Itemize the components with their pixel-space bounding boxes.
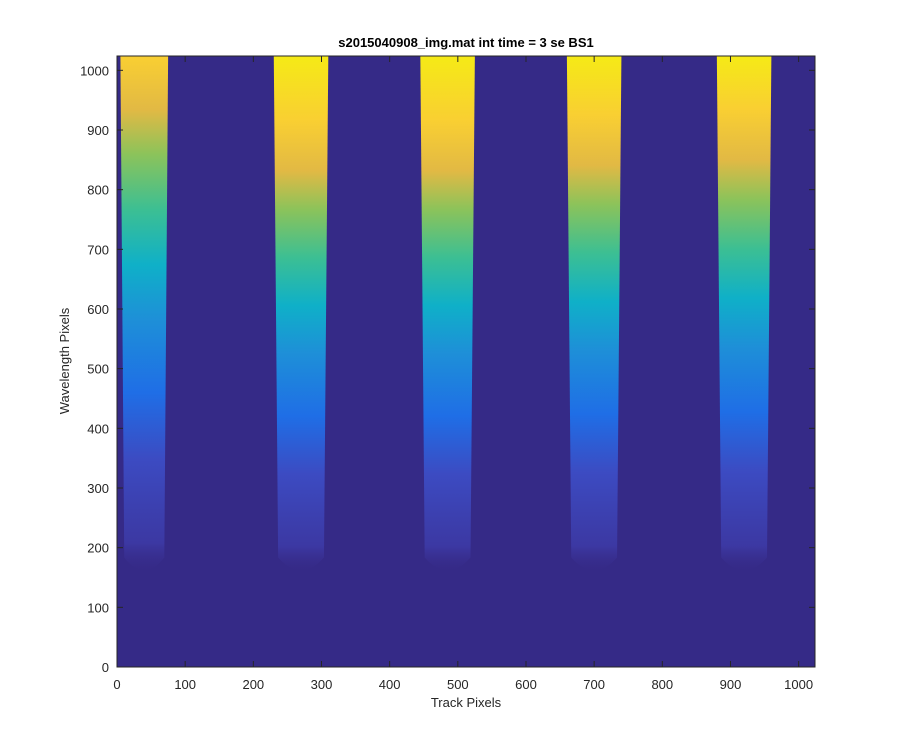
x-tick-label: 800 [651,677,673,692]
track-stripe [716,56,772,571]
x-tick-label: 400 [379,677,401,692]
y-tick-label: 900 [87,123,109,138]
x-tick-label: 1000 [784,677,813,692]
x-tick-label: 700 [583,677,605,692]
y-axis-label: Wavelength Pixels [57,307,72,414]
x-tick-label: 200 [242,677,264,692]
track-stripe [273,56,329,571]
y-tick-label: 1000 [80,63,109,78]
plot-frame [116,55,816,668]
plot-area [117,56,815,667]
y-tick-label: 800 [87,183,109,198]
x-tick-label: 100 [174,677,196,692]
track-stripe [120,56,169,571]
y-axis-ticks: 0 100 200 300 400 500 600 700 800 900 1000 [80,63,815,675]
x-tick-label: 900 [720,677,742,692]
x-tick-label: 0 [113,677,120,692]
x-axis-ticks: 0 100 200 300 400 500 600 700 800 900 1000 [113,56,813,692]
x-tick-label: 600 [515,677,537,692]
chart-title: s2015040908_img.mat int time = 3 se BS1 [338,35,593,50]
y-tick-label: 300 [87,481,109,496]
y-tick-label: 500 [87,362,109,377]
y-tick-label: 600 [87,302,109,317]
track-stripe [566,56,622,571]
y-tick-label: 0 [102,660,109,675]
x-axis-label: Track Pixels [431,695,502,710]
y-tick-label: 700 [87,242,109,257]
x-tick-label: 300 [311,677,333,692]
track-stripe [420,56,475,571]
track-stripes [120,56,772,571]
y-tick-label: 400 [87,421,109,436]
y-tick-label: 200 [87,541,109,556]
x-tick-label: 500 [447,677,469,692]
y-tick-label: 100 [87,600,109,615]
